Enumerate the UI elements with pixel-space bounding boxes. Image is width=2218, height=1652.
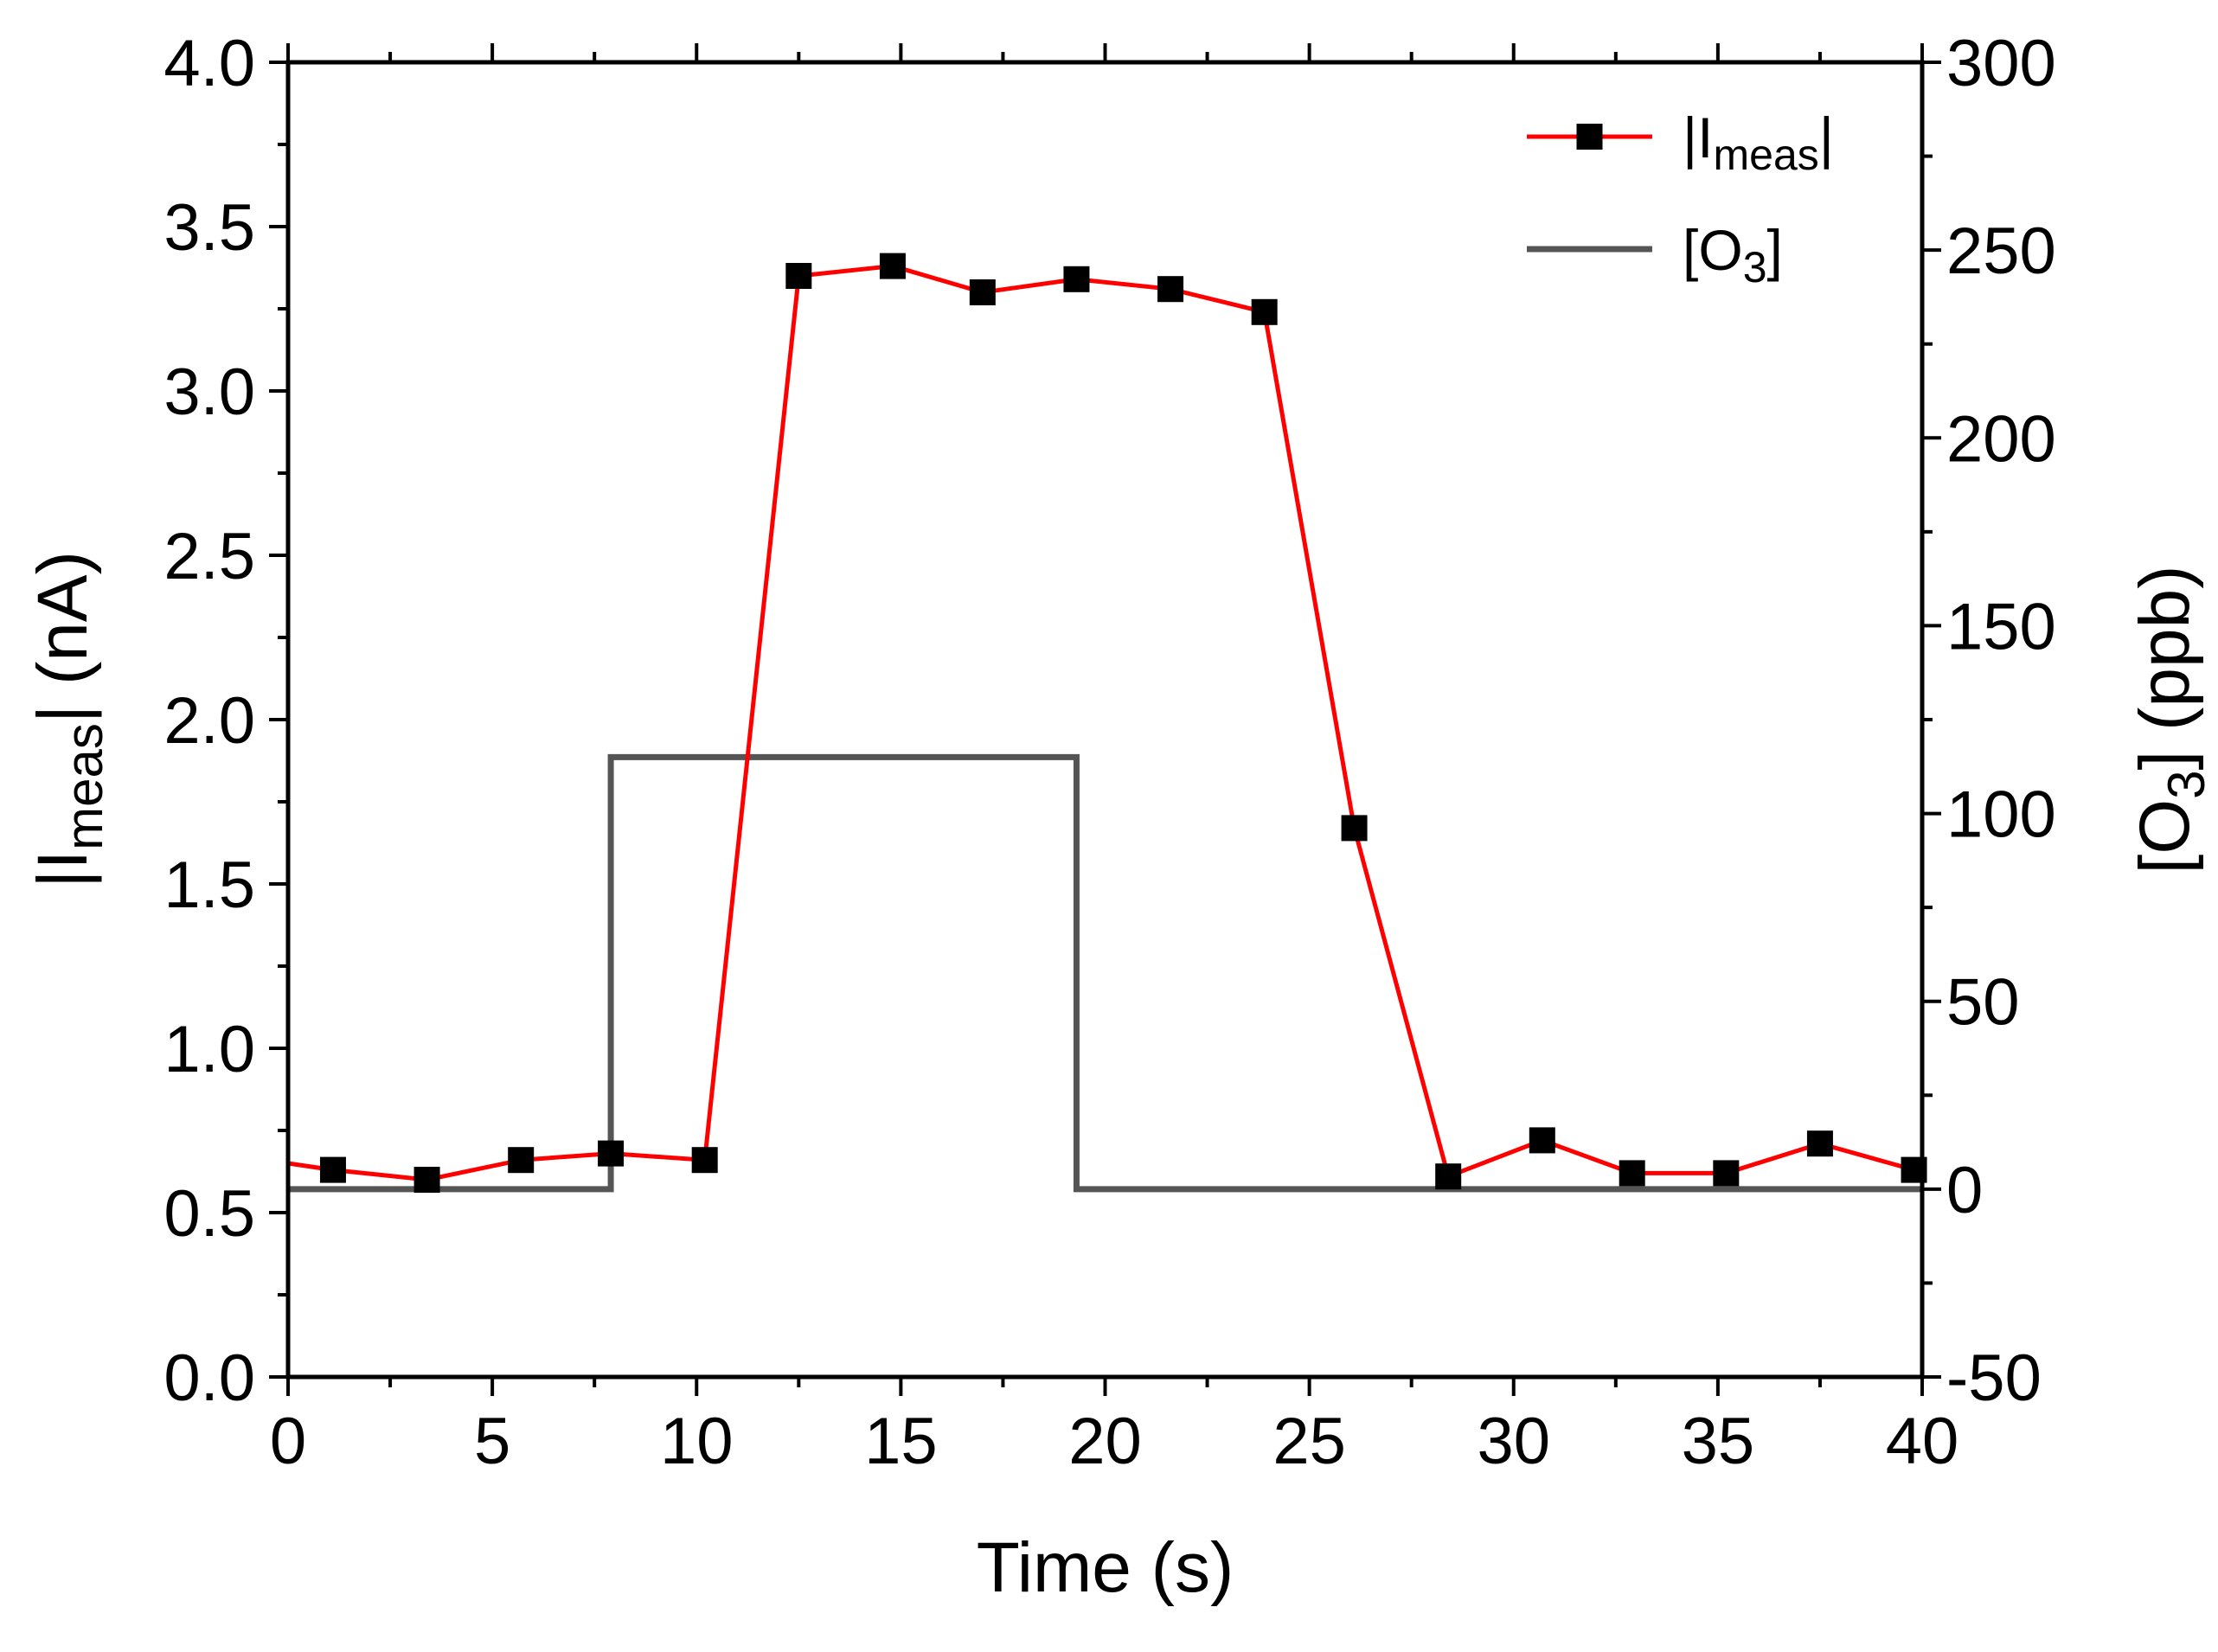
x-tick-label: 25 (1272, 1405, 1346, 1478)
y-left-tick-label: 4.0 (163, 27, 255, 100)
y-right-tick-label: 100 (1946, 778, 2056, 852)
imeas-data-point (319, 1156, 346, 1183)
y-left-tick-label: 3.5 (163, 191, 255, 265)
y-axis-right-title: [O3] (ppb) (2125, 566, 2215, 874)
x-tick-label: 35 (1682, 1405, 1755, 1478)
y-left-tick-label: 2.0 (163, 684, 255, 758)
y-left-tick-label: 2.5 (163, 520, 255, 593)
legend-imeas-label: |Imeas| (1683, 106, 1834, 179)
imeas-data-point (598, 1140, 625, 1167)
imeas-data-point (1806, 1130, 1833, 1157)
y-right-tick-label: 0 (1946, 1154, 1983, 1227)
legend: |Imeas| [O3] (1527, 106, 1834, 291)
imeas-data-point (1157, 276, 1184, 303)
y-left-tick-label: 3.0 (163, 355, 255, 429)
imeas-data-point (691, 1147, 718, 1174)
x-tick-label: 30 (1477, 1405, 1550, 1478)
series-layer (287, 253, 1927, 1193)
y-axis-left-title: |Imeas| (nA) (23, 551, 113, 888)
y-right-tick-label: 150 (1946, 590, 2056, 663)
x-tick-label: 15 (864, 1405, 938, 1478)
x-tick-label: 40 (1886, 1405, 1959, 1478)
imeas-data-point (508, 1147, 535, 1174)
axes-layer: 0 5 10 15 20 25 30 35 40 0.0 0.5 1.0 1.5 2.0 2.5 3.0 3.5… (163, 27, 2055, 1478)
imeas-data-point (1529, 1127, 1555, 1154)
y-left-tick-label: 1.0 (163, 1013, 255, 1086)
x-tick-label: 20 (1068, 1405, 1142, 1478)
o3-series-line (288, 753, 1922, 1193)
y-right-tick-label: 300 (1946, 27, 2056, 100)
y-right-tick-label: -50 (1946, 1341, 2042, 1415)
x-tick-label: 10 (660, 1405, 734, 1478)
y-left-tick-label: 0.0 (163, 1341, 255, 1415)
imeas-data-point (1251, 298, 1278, 325)
imeas-data-point (413, 1167, 440, 1193)
x-tick-label: 0 (270, 1405, 306, 1478)
imeas-data-point (1619, 1160, 1645, 1187)
y-right-tick-label: 200 (1946, 402, 2056, 476)
imeas-data-point (1713, 1160, 1740, 1187)
y-left-tick-label: 1.5 (163, 848, 255, 922)
imeas-data-point (785, 263, 812, 289)
y-right-tick-label: 50 (1946, 966, 2020, 1040)
legend-imeas-marker (1576, 124, 1603, 150)
imeas-data-point (1063, 266, 1090, 292)
imeas-data-point (1435, 1163, 1462, 1190)
x-tick-label: 5 (474, 1405, 510, 1478)
imeas-data-point (969, 279, 996, 305)
imeas-data-point (1341, 815, 1368, 842)
imeas-series-line (287, 264, 1915, 1182)
y-left-tick-label: 0.5 (163, 1177, 255, 1251)
imeas-data-point (879, 253, 906, 279)
legend-o3-label: [O3] (1683, 218, 1783, 291)
x-axis-title: Time (s) (977, 1528, 1234, 1607)
plot-frame (285, 60, 1925, 1380)
y-right-tick-label: 250 (1946, 215, 2056, 288)
